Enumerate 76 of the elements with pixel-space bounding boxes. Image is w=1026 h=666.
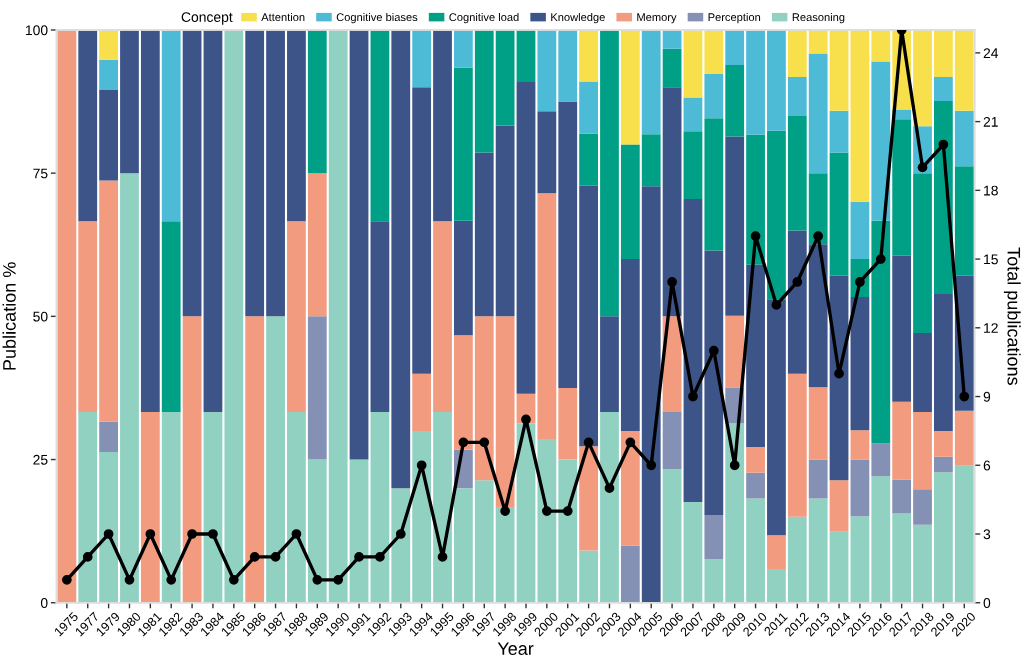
point <box>187 529 197 539</box>
bar <box>412 29 432 88</box>
bar <box>662 412 682 470</box>
point <box>458 437 469 448</box>
point <box>437 552 448 562</box>
point <box>813 231 824 242</box>
bar <box>704 515 724 560</box>
point <box>291 529 302 539</box>
bar <box>454 29 473 68</box>
bar <box>245 316 265 603</box>
bar <box>934 456 953 473</box>
point <box>521 414 531 425</box>
point <box>479 437 490 448</box>
point <box>604 483 615 494</box>
point <box>500 506 510 516</box>
bar <box>934 76 953 101</box>
bar <box>746 472 765 499</box>
point <box>62 574 72 585</box>
point <box>312 574 323 585</box>
point <box>667 277 677 287</box>
bar <box>767 535 786 569</box>
bar <box>620 430 640 546</box>
bar <box>579 29 598 82</box>
point <box>959 391 970 402</box>
point <box>395 529 406 539</box>
point <box>542 506 552 516</box>
point <box>583 437 594 448</box>
bar <box>99 59 118 91</box>
point <box>354 552 364 562</box>
bar <box>850 430 870 460</box>
point <box>938 139 949 150</box>
bar <box>954 110 974 167</box>
bar <box>808 459 828 499</box>
bar <box>725 315 745 388</box>
bar <box>620 545 640 603</box>
bar <box>829 480 849 532</box>
point <box>103 529 114 539</box>
bar <box>182 316 202 603</box>
point <box>124 574 135 585</box>
point <box>792 277 803 287</box>
point <box>145 529 156 539</box>
bar <box>370 30 390 222</box>
point <box>750 231 761 242</box>
point <box>228 574 239 585</box>
y-axis-title: Publication % <box>2 262 16 370</box>
y2-axis-title: Total publications <box>1003 247 1021 385</box>
point <box>82 552 93 562</box>
point <box>416 460 427 471</box>
point <box>708 345 719 356</box>
bar <box>140 412 160 603</box>
point <box>562 506 573 516</box>
point <box>270 552 281 562</box>
point <box>917 162 928 173</box>
point <box>834 368 844 379</box>
point <box>646 460 657 471</box>
point <box>875 254 886 264</box>
x-axis-title: Year <box>497 642 534 655</box>
bar <box>99 29 118 60</box>
bar <box>161 30 181 222</box>
bar <box>746 446 765 473</box>
point <box>166 574 177 585</box>
bar <box>161 221 181 412</box>
point <box>688 391 698 402</box>
bar <box>307 29 327 174</box>
bar <box>307 316 327 460</box>
bar <box>620 29 640 145</box>
point <box>249 552 260 562</box>
point <box>625 437 636 448</box>
point <box>729 460 740 471</box>
point <box>333 574 344 585</box>
bar <box>99 421 118 453</box>
bar <box>662 48 682 88</box>
point <box>375 552 385 562</box>
bar <box>161 412 181 603</box>
point <box>208 529 218 539</box>
point <box>771 300 782 310</box>
